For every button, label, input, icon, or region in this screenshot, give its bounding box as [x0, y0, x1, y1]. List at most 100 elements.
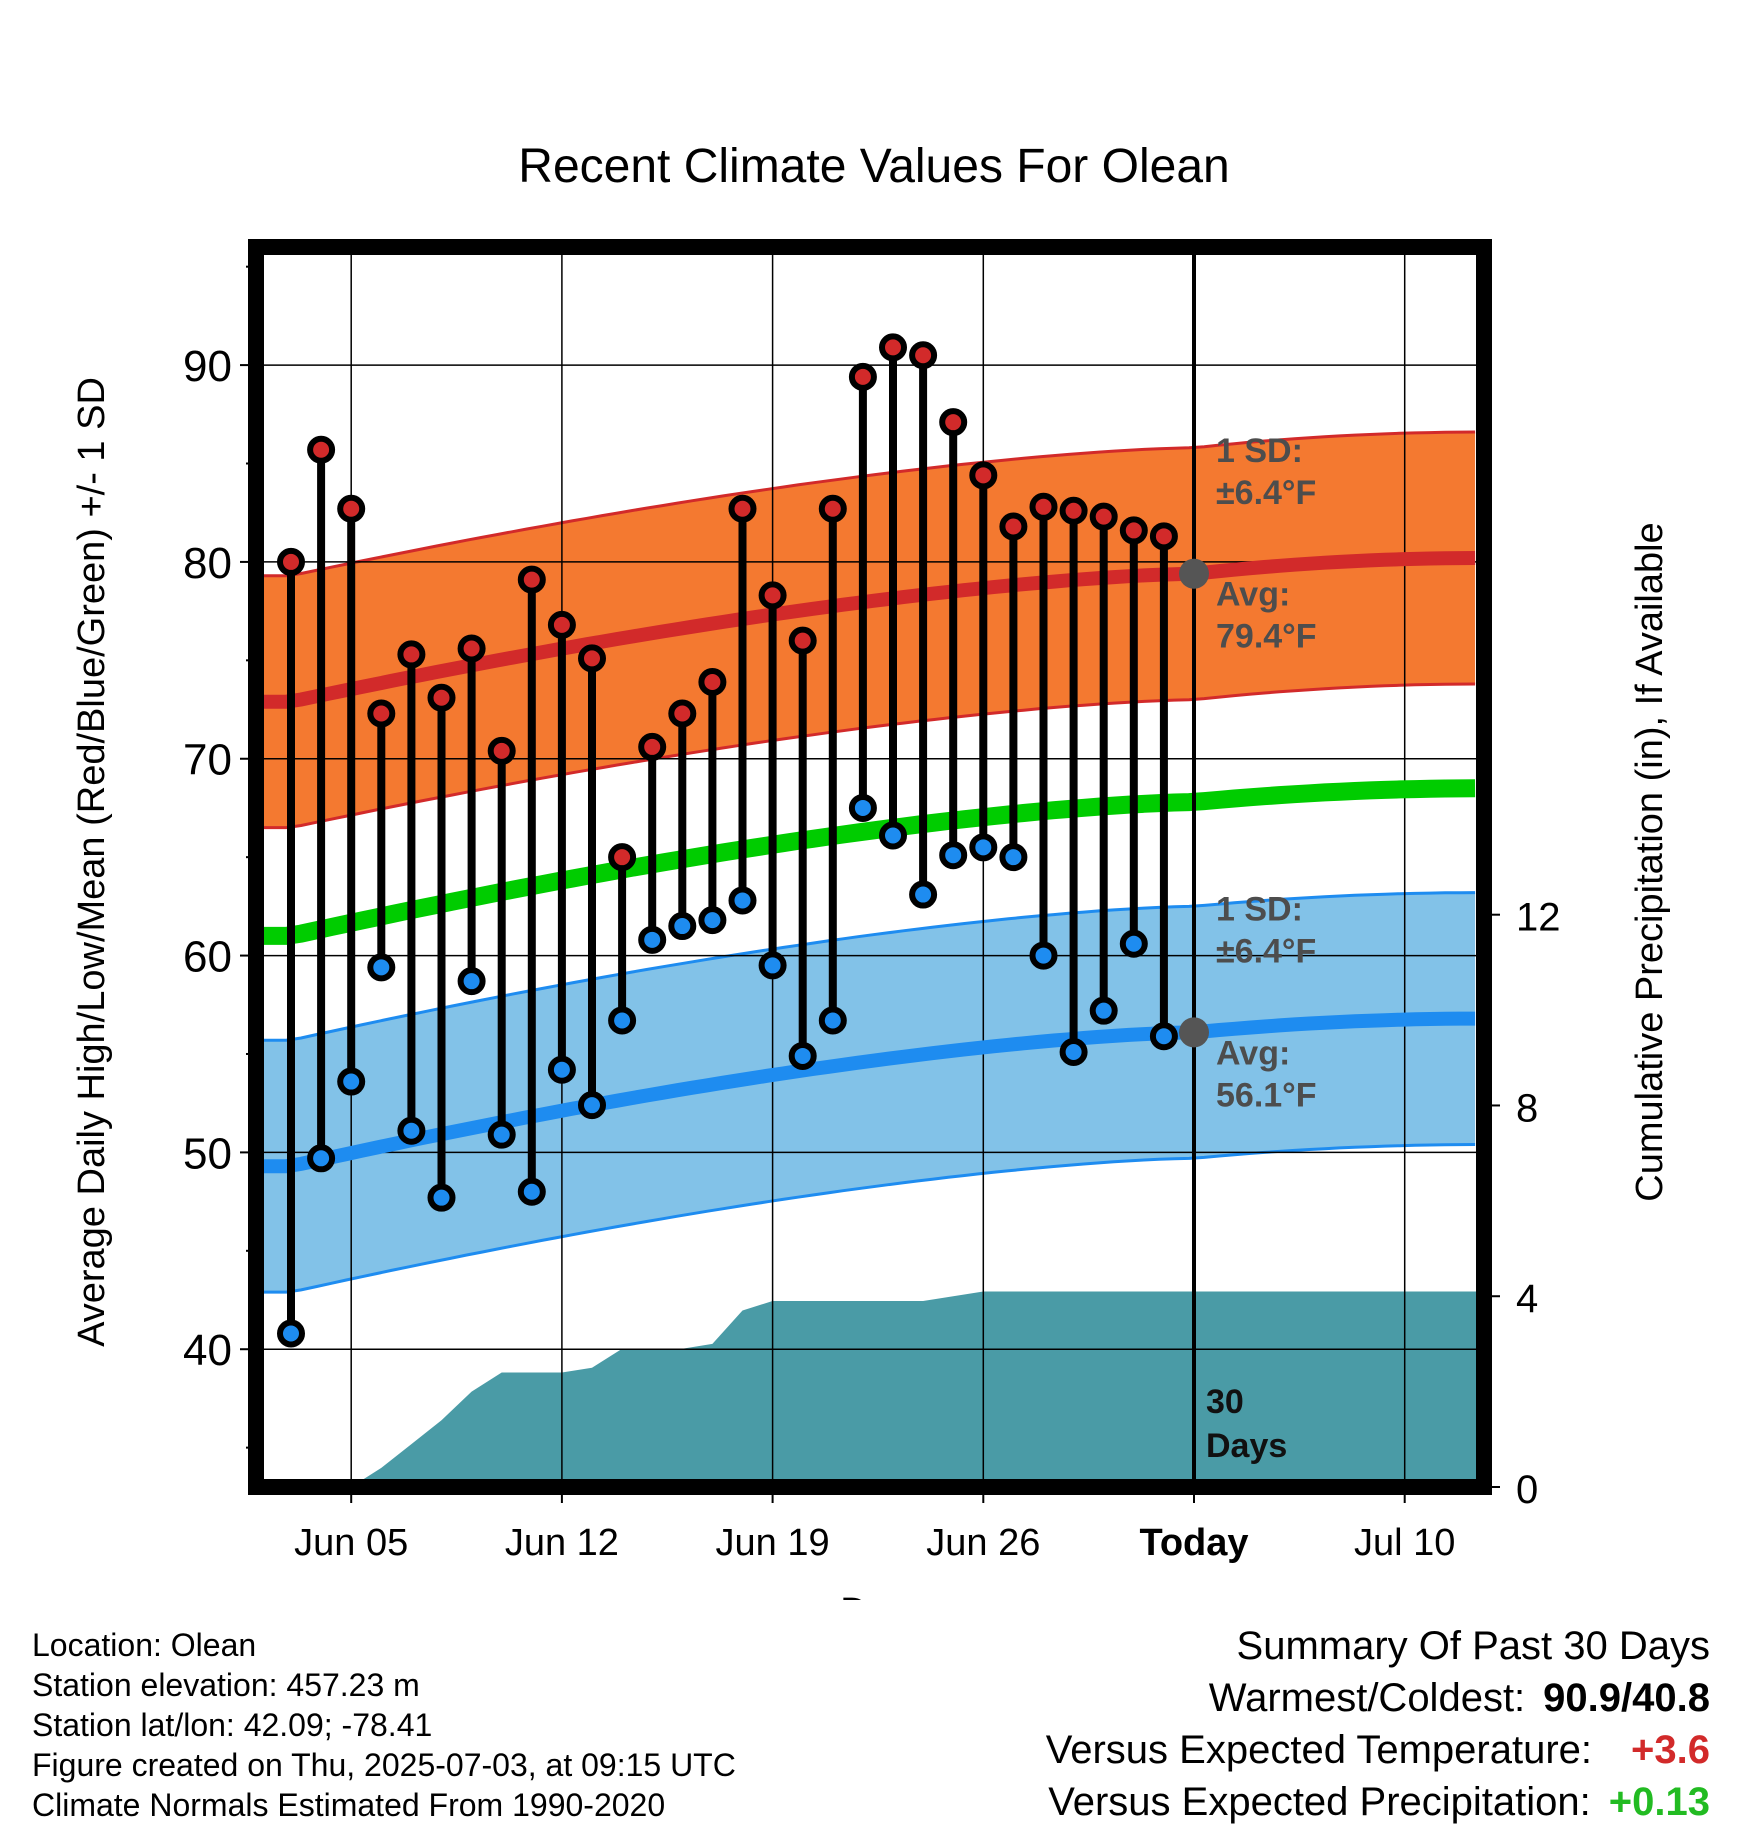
daily-high-point	[337, 494, 366, 523]
daily-low-point	[517, 1177, 546, 1206]
high-avg-value: 79.4°F	[1216, 618, 1317, 656]
daily-low-point	[909, 880, 938, 909]
precip-anomaly-value: +0.13	[1608, 1780, 1710, 1824]
temp-anomaly-label: Versus Expected Temperature:	[1045, 1728, 1592, 1772]
daily-high-point	[698, 667, 727, 696]
station-info: Location: Olean Station elevation: 457.2…	[32, 1625, 736, 1825]
y2-tick-label: 8	[1516, 1086, 1538, 1130]
daily-low-point	[788, 1041, 817, 1070]
climate-chart: Recent Climate Values For Olean Average …	[71, 140, 1671, 1600]
y2-axis-label: Cumulative Precipitation (in), If Availa…	[1629, 522, 1671, 1201]
daily-low-point	[367, 953, 396, 982]
daily-high-point	[1029, 492, 1058, 521]
daily-low-point	[999, 843, 1028, 872]
x-tick-label: Jun 12	[505, 1522, 619, 1564]
y2-tick-label: 0	[1516, 1468, 1538, 1512]
daily-low-point	[939, 841, 968, 870]
low-sd-value: ±6.4°F	[1216, 932, 1316, 970]
daily-low-point	[608, 1006, 637, 1035]
daily-high-point	[879, 333, 907, 362]
daily-high-point	[487, 736, 516, 765]
daily-high-point	[1119, 516, 1148, 545]
daily-high-point	[969, 461, 998, 490]
today-days-number: 30	[1206, 1383, 1244, 1421]
y-tick-label: 80	[183, 539, 232, 588]
daily-low-point	[487, 1120, 516, 1149]
warmest-coldest-row: Warmest/Coldest: 90.9/40.8	[1046, 1672, 1710, 1724]
temp-anomaly-value: +3.6	[1631, 1728, 1710, 1772]
daily-low-point	[397, 1116, 426, 1145]
x-tick-label: Jun 05	[294, 1522, 408, 1564]
daily-low-point	[668, 912, 697, 941]
daily-high-point	[608, 843, 637, 872]
plot-area: 1 SD: ±6.4°F Avg: 79.4°F 1 SD: ±6.4°F Avg: 56.1…	[183, 239, 1561, 1564]
daily-low-point	[307, 1144, 336, 1173]
daily-low-point	[1059, 1038, 1088, 1067]
precip-area	[291, 1291, 1484, 1487]
summary-panel: Summary Of Past 30 Days Warmest/Coldest:…	[1046, 1620, 1710, 1828]
elevation-text: Station elevation: 457.23 m	[32, 1667, 420, 1703]
high-sd-value: ±6.4°F	[1216, 474, 1316, 512]
x-axis-label: Day	[840, 1591, 908, 1600]
precip-anomaly-label: Versus Expected Precipitation:	[1048, 1780, 1591, 1824]
daily-high-point	[517, 565, 546, 594]
daily-high-point	[578, 644, 606, 673]
daily-high-point	[848, 362, 877, 391]
x-tick-label: Jun 19	[716, 1522, 830, 1564]
daily-high-point	[728, 494, 757, 523]
daily-low-point	[337, 1067, 366, 1096]
daily-low-point	[1089, 996, 1118, 1025]
y-axis-label: Average Daily High/Low/Mean (Red/Blue/Gr…	[71, 377, 113, 1347]
daily-low-point	[728, 886, 757, 915]
daily-high-point	[1149, 522, 1178, 551]
plot-frame	[248, 239, 1492, 1495]
daily-high-point	[758, 581, 787, 610]
daily-high-point	[668, 699, 697, 728]
daily-high-point	[457, 634, 486, 663]
y-tick-label: 50	[183, 1129, 232, 1178]
daily-low-point	[818, 1006, 847, 1035]
daily-low-point	[547, 1055, 576, 1084]
daily-high-point	[367, 699, 396, 728]
x-tick-label: Jun 26	[926, 1522, 1040, 1564]
daily-high-point	[307, 435, 336, 464]
x-tick-label: Today	[1139, 1522, 1248, 1564]
daily-low-point	[698, 906, 727, 935]
daily-high-point	[638, 732, 667, 761]
daily-low-point	[969, 833, 998, 862]
today-days-word: Days	[1206, 1427, 1287, 1465]
normal-low-line	[256, 1011, 1476, 1174]
temp-anomaly-row: Versus Expected Temperature: +3.6	[1046, 1724, 1710, 1776]
daily-high-point	[427, 683, 456, 712]
summary-title: Summary Of Past 30 Days	[1236, 1624, 1710, 1668]
daily-high-point	[547, 610, 576, 639]
warmest-coldest-value: 90.9/40.8	[1543, 1676, 1710, 1720]
low-avg-label: Avg:	[1216, 1034, 1290, 1072]
today-avg-low-marker	[1179, 1017, 1209, 1048]
daily-low-point	[457, 967, 486, 996]
normal-mean-line	[256, 779, 1476, 945]
daily-low-point	[1029, 941, 1058, 970]
low-sd-label: 1 SD:	[1216, 890, 1303, 928]
daily-low-point	[848, 793, 877, 822]
warmest-coldest-label: Warmest/Coldest:	[1208, 1676, 1526, 1720]
daily-high-point	[939, 408, 968, 437]
y-tick-label: 60	[183, 933, 232, 982]
daily-low-point	[879, 821, 907, 850]
daily-high-point	[788, 626, 817, 655]
daily-high-point	[818, 494, 847, 523]
daily-low-point	[758, 951, 787, 980]
daily-low-point	[427, 1183, 456, 1212]
latlon-text: Station lat/lon: 42.09; -78.41	[32, 1707, 433, 1743]
precip-anomaly-row: Versus Expected Precipitation: +0.13	[1046, 1776, 1710, 1828]
daily-low-point	[578, 1091, 606, 1120]
high-avg-label: Avg:	[1216, 576, 1290, 614]
x-tick-label: Jul 10	[1354, 1522, 1455, 1564]
chart-title: Recent Climate Values For Olean	[518, 140, 1229, 193]
daily-low-point	[1119, 929, 1148, 958]
y-tick-label: 70	[183, 736, 232, 785]
low-avg-value: 56.1°F	[1216, 1076, 1317, 1114]
normals-text: Climate Normals Estimated From 1990-2020	[32, 1787, 666, 1823]
y2-tick-label: 4	[1516, 1277, 1538, 1321]
daily-high-point	[909, 341, 938, 370]
